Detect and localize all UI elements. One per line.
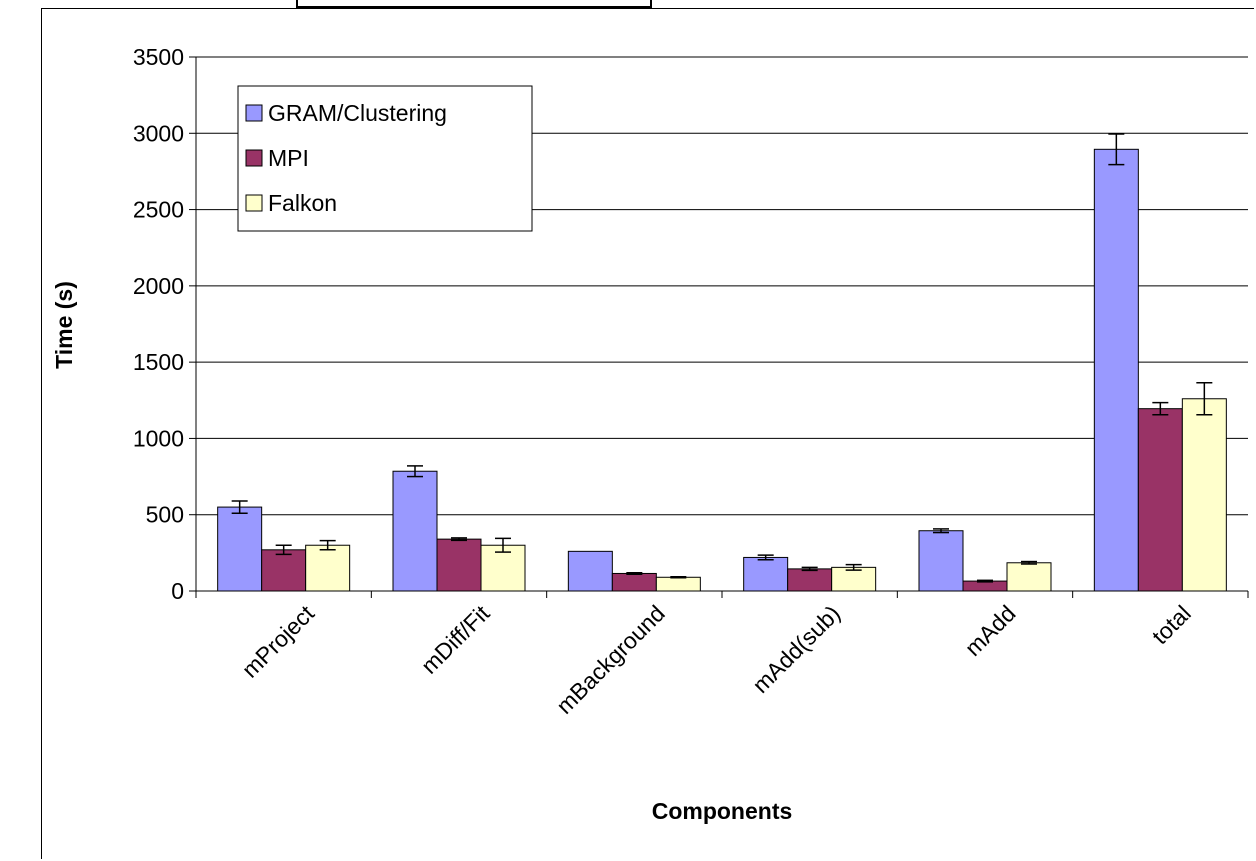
legend-box [237,85,533,232]
legend-label: GRAM/Clustering [268,100,447,126]
legend-label: MPI [268,145,309,171]
bar-mpi [611,572,657,592]
bar-gram-clustering [567,550,613,592]
legend: GRAM/Clustering MPI Falkon [237,85,533,232]
legend-label: Falkon [268,190,337,216]
y-tick-label: 1500 [133,349,184,375]
x-tick-label: mBackground [551,600,670,719]
bar-gram-clustering [392,470,438,592]
y-tick-labels: 0 500 1000 1500 2000 2500 3000 3500 [133,44,184,604]
legend-swatch [245,149,263,167]
bar-falkon [655,576,701,592]
bar-gram-clustering [217,506,263,592]
y-tick-label: 0 [171,578,184,604]
y-tick-label: 3500 [133,44,184,70]
bar-gram-clustering [743,556,789,592]
bar-gram-clustering [918,530,964,592]
axes [195,57,1249,598]
x-tick-labels: mProject mDiff/Fit mBackground mAdd(sub) mAd… [237,600,1196,719]
bar-falkon [831,566,877,592]
chart-frame [41,8,1254,859]
chart-title-box [296,0,652,8]
y-tick-label: 3000 [133,120,184,146]
bar-gram-clustering [1093,148,1139,592]
bar-mpi [787,568,833,592]
bar-falkon [1006,562,1052,592]
bars-group [217,133,1227,592]
legend-swatch [245,194,263,212]
y-tick-label: 1000 [133,425,184,451]
bar-mpi [436,538,482,592]
x-tick-label: mDiff/Fit [416,600,495,679]
y-tick-label: 2000 [133,273,184,299]
x-tick-label: mProject [237,600,320,683]
x-axis-title: Components [652,798,793,824]
bar-mpi [261,549,307,592]
y-axis-title: Time (s) [51,281,77,369]
bar-falkon [305,544,351,592]
x-tick-label: total [1147,600,1196,649]
y-tick-label: 500 [146,502,184,528]
x-tick-label: mAdd [960,600,1021,661]
bar-falkon [1181,398,1227,592]
bar-mpi [1137,408,1183,592]
y-tick-label: 2500 [133,197,184,223]
x-tick-label: mAdd(sub) [747,600,845,698]
legend-swatch [245,104,263,122]
